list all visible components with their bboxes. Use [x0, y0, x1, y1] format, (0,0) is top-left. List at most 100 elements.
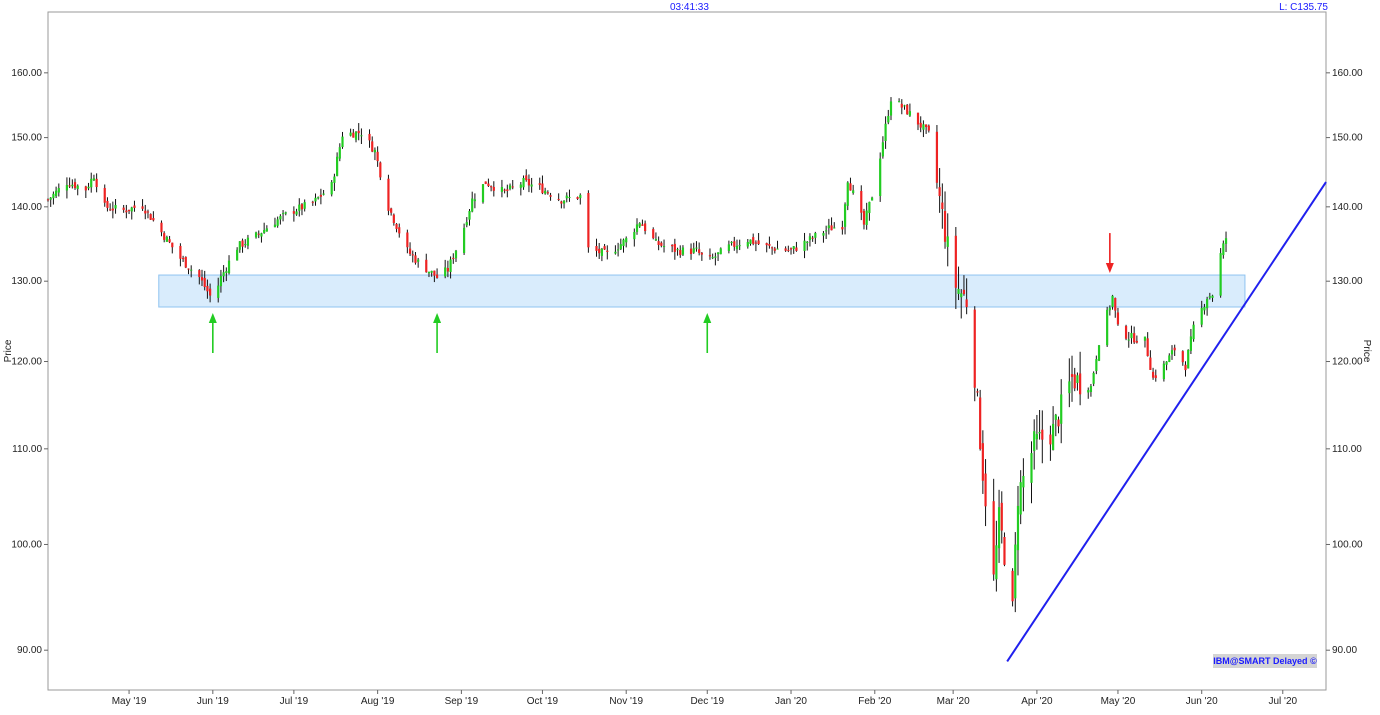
- candle-body-down[interactable]: [435, 274, 439, 278]
- candle-body-up[interactable]: [997, 507, 1001, 549]
- candle-body-down[interactable]: [916, 112, 920, 125]
- candle-body-up[interactable]: [1211, 295, 1214, 298]
- candle-body-down[interactable]: [408, 248, 412, 254]
- candle-body-up[interactable]: [254, 232, 258, 238]
- candle-body-down[interactable]: [203, 277, 206, 287]
- candle-body-up[interactable]: [565, 195, 568, 199]
- candle-body-down[interactable]: [1116, 312, 1120, 325]
- candle-body-up[interactable]: [1189, 336, 1193, 351]
- candle-body-up[interactable]: [1019, 482, 1022, 515]
- candle-body-down[interactable]: [984, 473, 987, 507]
- candle-body-down[interactable]: [771, 247, 774, 249]
- candle-body-up[interactable]: [360, 135, 363, 137]
- candle-body-up[interactable]: [338, 147, 341, 159]
- candle-body-up[interactable]: [465, 222, 468, 226]
- candle-body-up[interactable]: [265, 228, 268, 232]
- candle-body-up[interactable]: [903, 105, 906, 107]
- candle-body-up[interactable]: [1087, 390, 1090, 393]
- candle-body-down[interactable]: [789, 248, 793, 250]
- candle-body-down[interactable]: [976, 391, 979, 393]
- candle-body-down[interactable]: [733, 241, 736, 247]
- candle-body-down[interactable]: [1124, 325, 1128, 339]
- candle-body-up[interactable]: [236, 249, 239, 261]
- candle-body-up[interactable]: [519, 184, 522, 188]
- candle-body-down[interactable]: [368, 133, 371, 141]
- candle-body-down[interactable]: [406, 232, 409, 248]
- candle-body-down[interactable]: [941, 202, 944, 210]
- candle-body-up[interactable]: [190, 269, 193, 271]
- candle-body-up[interactable]: [638, 223, 641, 227]
- candle-body-up[interactable]: [1060, 394, 1063, 424]
- candle-body-up[interactable]: [1203, 306, 1206, 311]
- candle-body-up[interactable]: [714, 256, 717, 258]
- candle-body-up[interactable]: [281, 213, 285, 215]
- candle-body-up[interactable]: [1187, 349, 1190, 369]
- candle-body-down[interactable]: [906, 104, 909, 115]
- candle-body-up[interactable]: [481, 184, 485, 203]
- candle-body-down[interactable]: [1146, 338, 1149, 357]
- candle-body-up[interactable]: [719, 248, 722, 255]
- candle-body-down[interactable]: [754, 242, 757, 244]
- candle-body-up[interactable]: [889, 101, 893, 116]
- candle-body-up[interactable]: [1095, 359, 1098, 371]
- candle-body-up[interactable]: [1097, 345, 1101, 361]
- candle-body-down[interactable]: [673, 243, 676, 252]
- candle-body-down[interactable]: [830, 225, 833, 231]
- candle-body-down[interactable]: [68, 185, 71, 187]
- candle-body-down[interactable]: [841, 227, 844, 230]
- candle-body-up[interactable]: [1208, 296, 1211, 298]
- candle-body-down[interactable]: [46, 199, 50, 201]
- candle-body-up[interactable]: [52, 193, 55, 199]
- candle-body-down[interactable]: [414, 255, 417, 263]
- candle-body-up[interactable]: [1162, 363, 1165, 380]
- candle-body-up[interactable]: [881, 142, 884, 157]
- candle-body-down[interactable]: [106, 200, 109, 208]
- candle-body-up[interactable]: [827, 225, 830, 229]
- candle-body-down[interactable]: [371, 141, 374, 152]
- candle-body-down[interactable]: [73, 182, 77, 189]
- candle-body-down[interactable]: [492, 186, 495, 191]
- candle-body-up[interactable]: [957, 288, 960, 294]
- candle-body-up[interactable]: [71, 184, 74, 187]
- candle-body-up[interactable]: [322, 193, 325, 195]
- candle-body-down[interactable]: [587, 192, 590, 248]
- uptrend-line[interactable]: [1006, 181, 1327, 662]
- candle-body-up[interactable]: [808, 236, 812, 241]
- candle-body-down[interactable]: [979, 397, 982, 450]
- candle-body-up[interactable]: [822, 233, 825, 236]
- candle-body-up[interactable]: [522, 177, 525, 188]
- candle-body-up[interactable]: [330, 182, 333, 195]
- candle-body-up[interactable]: [887, 115, 890, 123]
- candle-body-up[interactable]: [884, 123, 887, 141]
- candle-body-up[interactable]: [341, 136, 344, 148]
- candle-body-down[interactable]: [965, 299, 968, 308]
- candle-body-up[interactable]: [1168, 355, 1171, 362]
- candle-body-down[interactable]: [598, 248, 601, 254]
- candle-body-up[interactable]: [468, 210, 471, 220]
- candle-body-up[interactable]: [444, 267, 447, 277]
- candle-body-up[interactable]: [846, 182, 849, 206]
- candle-body-up[interactable]: [1052, 423, 1055, 451]
- candle-body-up[interactable]: [897, 101, 901, 103]
- candle-body-up[interactable]: [614, 251, 617, 254]
- candle-body-down[interactable]: [311, 201, 314, 203]
- candle-body-down[interactable]: [1173, 347, 1176, 351]
- candle-body-down[interactable]: [506, 189, 509, 192]
- candle-body-up[interactable]: [417, 259, 420, 262]
- candle-body-up[interactable]: [730, 241, 733, 244]
- candle-body-down[interactable]: [125, 210, 128, 213]
- candle-body-down[interactable]: [700, 252, 703, 255]
- candle-body-up[interactable]: [1033, 431, 1036, 452]
- candle-body-down[interactable]: [206, 285, 209, 292]
- candle-body-down[interactable]: [198, 270, 201, 278]
- candle-body-up[interactable]: [692, 248, 695, 253]
- candle-body-up[interactable]: [544, 190, 547, 194]
- candle-body-down[interactable]: [357, 130, 360, 134]
- candle-body-up[interactable]: [654, 239, 658, 241]
- candle-body-down[interactable]: [1073, 374, 1076, 389]
- candle-body-down[interactable]: [538, 183, 541, 186]
- candle-body-down[interactable]: [171, 242, 174, 248]
- candle-body-up[interactable]: [852, 190, 855, 194]
- candle-body-down[interactable]: [657, 241, 660, 245]
- candle-body-down[interactable]: [935, 131, 939, 183]
